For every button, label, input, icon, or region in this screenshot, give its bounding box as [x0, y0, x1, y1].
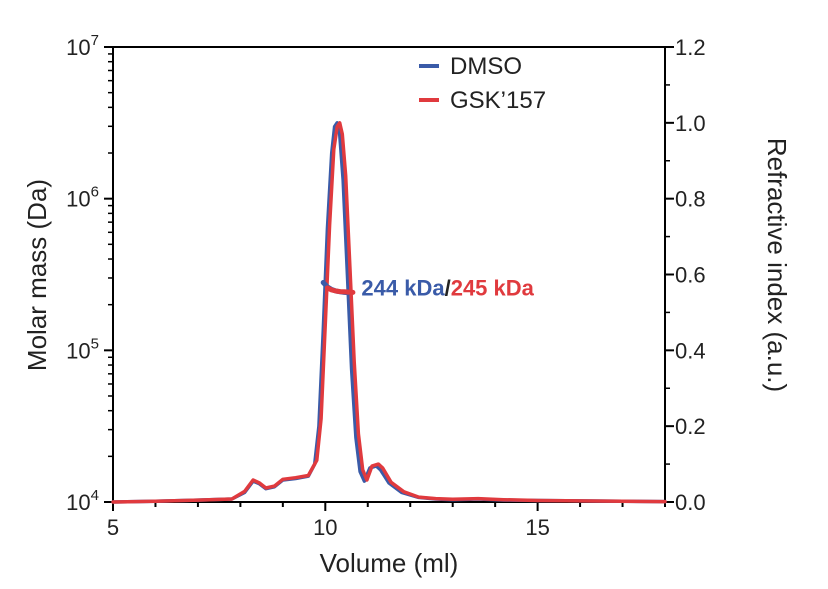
molar-mass-trace-gsk157 — [324, 285, 356, 295]
right-tick-label: 0.6 — [675, 263, 706, 288]
x-axis-title: Volume (ml) — [320, 548, 459, 578]
right-tick-label: 0.2 — [675, 414, 706, 439]
ri-trace-dmso — [111, 121, 667, 504]
legend-label-gsk157: GSK’157 — [450, 87, 546, 114]
legend-label-dmso: DMSO — [450, 53, 522, 80]
left-tick-label: 104 — [66, 487, 99, 515]
right-tick-label: 0.8 — [675, 187, 706, 212]
series-layer — [111, 121, 667, 504]
right-tick-label: 0.0 — [675, 490, 706, 515]
annotation-gsk157-mass: 245 kDa — [451, 275, 535, 300]
left-tick-label: 106 — [66, 184, 99, 212]
annotation-dmso-mass: 244 kDa — [361, 275, 445, 300]
right-axis-title: Refractive index (a.u.) — [762, 138, 792, 392]
molar-mass-annotation: 244 kDa/245 kDa — [361, 275, 534, 300]
x-tick-label: 10 — [313, 515, 337, 540]
left-tick-label: 107 — [66, 32, 99, 60]
annotation-separator: / — [445, 275, 451, 300]
right-tick-label: 1.2 — [675, 35, 706, 60]
legend: DMSO GSK’157 — [419, 53, 546, 114]
axis-ticks: 5 10 15 104 105 106 107 0.0 0.2 0.4 0.6 0.8 1.0 1.2 — [66, 32, 705, 540]
left-tick-label: 105 — [66, 335, 99, 363]
ri-trace-gsk157 — [111, 121, 667, 504]
left-axis-title: Molar mass (Da) — [22, 179, 52, 371]
right-tick-label: 0.4 — [675, 338, 706, 363]
x-tick-label: 15 — [525, 515, 549, 540]
right-tick-label: 1.0 — [675, 111, 706, 136]
x-tick-label: 5 — [107, 515, 119, 540]
